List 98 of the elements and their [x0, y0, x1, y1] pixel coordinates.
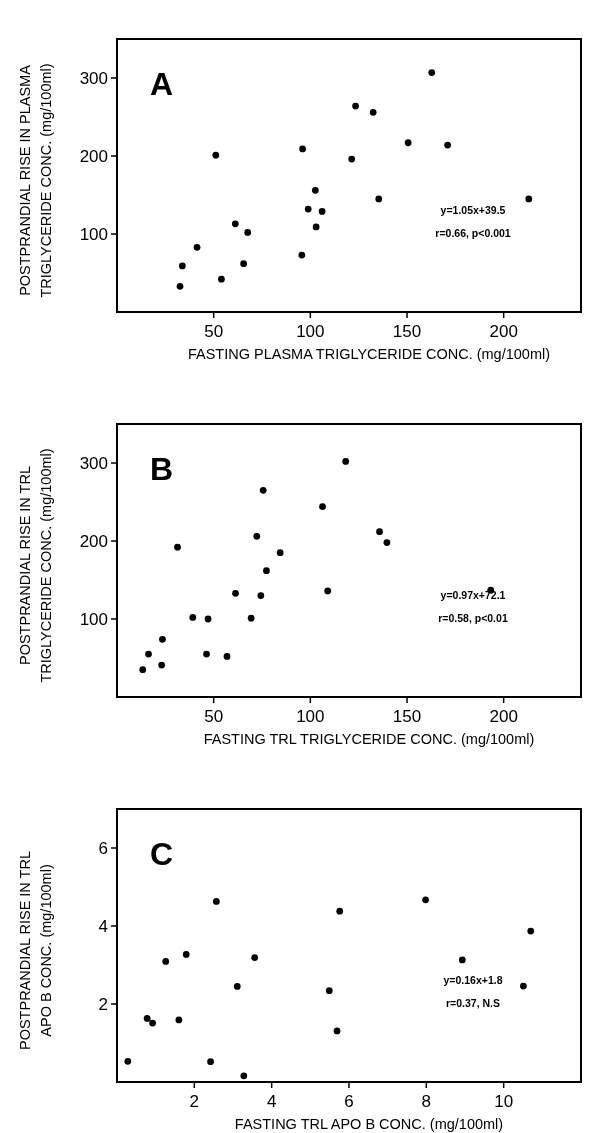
y-axis-title: POSTPRANDIAL RISE IN TRL TRIGLYCERIDE CONC. (mg/100ml)	[17, 448, 54, 683]
point	[325, 987, 333, 995]
point	[253, 532, 261, 540]
y-axis-title: POSTPRANDIAL RISE IN TRL APO B CONC. (mg/100ml)	[17, 850, 54, 1051]
point	[143, 1015, 151, 1022]
point	[159, 635, 166, 643]
annotation: r=0.58, p<0.01	[438, 612, 508, 624]
x-tick-label: 50	[204, 707, 224, 726]
point	[193, 243, 201, 251]
y-tick-label: 2	[98, 995, 108, 1014]
annotation: y=0.97x+72.1	[440, 589, 506, 601]
point	[189, 614, 197, 621]
annotation: C	[150, 836, 174, 872]
point	[319, 503, 326, 511]
point	[247, 614, 255, 622]
point	[376, 528, 383, 536]
point	[348, 155, 356, 163]
point	[458, 956, 466, 964]
point	[149, 1019, 156, 1027]
x-tick-label: 50	[204, 322, 224, 341]
point	[404, 139, 412, 147]
point	[311, 186, 319, 194]
y-tick-label: 200	[79, 147, 108, 166]
point	[162, 958, 170, 965]
point	[520, 982, 527, 990]
y-axis-title: POSTPRANDIAL RISE IN PLASMA TRIGLYCERIDE CONC. (mg/100ml)	[17, 63, 54, 298]
point	[212, 151, 220, 159]
point	[298, 251, 306, 259]
point	[223, 653, 231, 660]
point	[145, 650, 152, 658]
x-axis-title: FASTING TRL APO B CONC. (mg/100ml)	[234, 1116, 504, 1132]
point	[124, 1057, 132, 1065]
point	[174, 543, 181, 551]
point	[207, 1058, 214, 1066]
point	[251, 954, 259, 961]
point	[276, 549, 284, 557]
point	[428, 69, 436, 76]
point	[318, 208, 326, 215]
point	[182, 951, 190, 958]
y-tick-label: 6	[98, 839, 108, 858]
x-tick-label: 150	[392, 707, 422, 726]
point	[158, 661, 166, 669]
x-tick-label: 2	[189, 1092, 200, 1111]
point	[203, 650, 210, 658]
y-tick-label: 100	[79, 225, 108, 244]
point	[312, 223, 320, 231]
x-tick-label: 10	[494, 1092, 514, 1111]
annotation: r=0.37, N.S	[446, 997, 500, 1009]
point	[257, 592, 265, 599]
annotation: B	[150, 451, 174, 487]
point	[263, 567, 270, 575]
x-tick-label: 200	[489, 322, 518, 341]
x-tick-label: 100	[296, 322, 325, 341]
point	[342, 458, 350, 465]
x-axis-title: FASTING PLASMA TRIGLYCERIDE CONC. (mg/100ml)	[187, 346, 551, 362]
point	[369, 108, 377, 116]
x-tick-label: 200	[489, 707, 518, 726]
point	[233, 983, 241, 990]
point	[375, 195, 383, 203]
x-axis-title: FASTING TRL TRIGLYCERIDE CONC. (mg/100ml)	[203, 731, 535, 747]
point	[444, 141, 451, 149]
point	[218, 275, 225, 283]
y-tick-label: 200	[79, 532, 108, 551]
annotation: y=0.16x+1.8	[443, 974, 503, 986]
point	[231, 220, 239, 228]
point	[139, 666, 147, 674]
point	[178, 262, 186, 270]
y-tick-label: 100	[79, 610, 108, 629]
x-tick-label: 8	[421, 1092, 432, 1111]
y-tick-label: 4	[98, 917, 108, 936]
point	[240, 260, 248, 268]
point	[259, 486, 267, 494]
point	[304, 205, 312, 213]
annotation: r=0.66, p<0.001	[435, 227, 511, 239]
point	[204, 615, 212, 623]
point	[240, 1072, 248, 1080]
point	[232, 589, 239, 597]
annotation: A	[150, 66, 174, 102]
point	[352, 102, 359, 110]
x-tick-label: 6	[344, 1092, 354, 1111]
point	[422, 896, 429, 904]
point	[525, 195, 533, 203]
point	[527, 927, 535, 935]
point	[333, 1027, 341, 1035]
point	[244, 229, 252, 236]
x-tick-label: 150	[392, 322, 422, 341]
point	[336, 907, 344, 915]
y-tick-label: 300	[79, 69, 108, 88]
point	[299, 145, 306, 153]
annotation: y=1.05x+39.5	[440, 204, 506, 216]
point	[212, 898, 220, 905]
point	[383, 539, 391, 546]
point	[176, 282, 184, 290]
point	[175, 1016, 183, 1024]
x-tick-label: 100	[296, 707, 325, 726]
y-tick-label: 300	[79, 454, 108, 473]
point	[324, 587, 332, 595]
x-tick-label: 4	[266, 1092, 277, 1111]
